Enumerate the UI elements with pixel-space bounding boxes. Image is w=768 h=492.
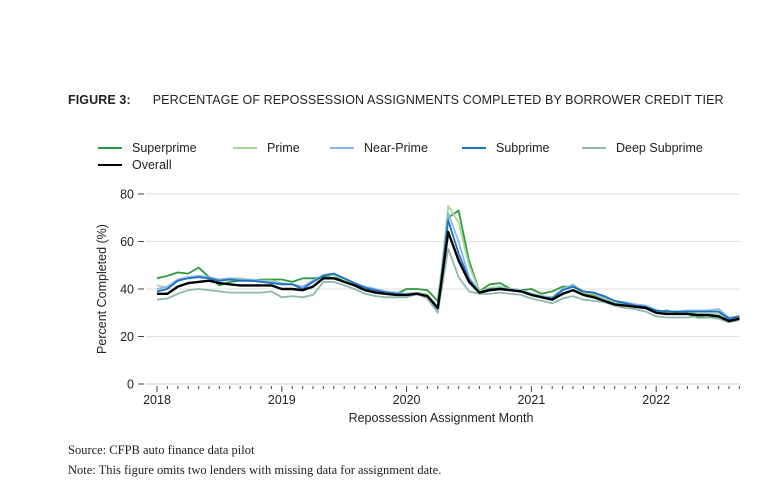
legend-label: Deep Subprime [616, 141, 703, 155]
y-tick-label: 0 [127, 378, 134, 392]
y-tick-label: 60 [120, 235, 134, 249]
legend-swatch [462, 146, 486, 150]
y-tick-label: 20 [120, 330, 134, 344]
x-tick-label: 2019 [268, 393, 296, 407]
y-tick-label: 40 [120, 283, 134, 297]
legend-label: Prime [267, 141, 300, 155]
y-axis-title: Percent Completed (%) [95, 224, 109, 354]
legend-item: Deep Subprime [582, 141, 703, 155]
x-tick-label: 2021 [517, 393, 545, 407]
legend-label: Superprime [132, 141, 197, 155]
legend-item: Near-Prime [330, 141, 428, 155]
figure-title: FIGURE 3: PERCENTAGE OF REPOSSESSION ASSI… [68, 93, 724, 107]
legend-swatch [330, 146, 354, 150]
legend-item: Subprime [462, 141, 550, 155]
x-tick-label: 2020 [393, 393, 421, 407]
y-tick-label: 80 [120, 188, 134, 202]
legend-swatch [582, 146, 606, 150]
legend-label: Near-Prime [364, 141, 428, 155]
legend-label: Overall [132, 158, 172, 172]
legend-label: Subprime [496, 141, 550, 155]
legend-item: Overall [98, 158, 172, 172]
legend-swatch [98, 163, 122, 167]
legend-swatch [98, 146, 122, 150]
series-line-deep-subprime [156, 247, 740, 324]
series-line-overall [157, 230, 740, 323]
legend-item: Superprime [98, 141, 197, 155]
x-axis-title: Repossession Assignment Month [349, 411, 534, 425]
legend-item: Prime [233, 141, 300, 155]
x-tick-label: 2018 [143, 393, 171, 407]
x-tick-label: 2022 [642, 393, 670, 407]
series-line-near-prime [156, 212, 740, 319]
legend-swatch [233, 146, 257, 150]
source-note: Source: CFPB auto finance data pilot [68, 443, 255, 457]
footnote: Note: This figure omits two lenders with… [68, 463, 442, 477]
